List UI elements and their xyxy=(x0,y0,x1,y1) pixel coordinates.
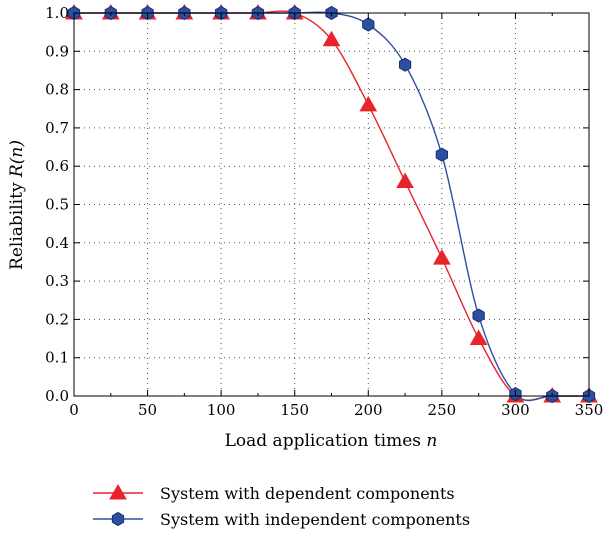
axis-ticks xyxy=(73,12,590,397)
y-tick-label: 1.0 xyxy=(45,4,69,22)
y-tick-label: 0.8 xyxy=(45,81,69,99)
y-axis-label: Reliability R(n) xyxy=(7,140,27,270)
series-1-point xyxy=(359,95,378,112)
x-tick-label: 100 xyxy=(207,401,236,419)
series-1-point xyxy=(396,172,414,189)
series-2-point xyxy=(435,147,448,162)
series-1-point xyxy=(469,329,488,346)
series-2-point xyxy=(472,308,485,323)
legend-label-2: System with independent components xyxy=(160,510,470,529)
y-tick-label: 0.2 xyxy=(45,310,69,328)
y-tick-label: 0.0 xyxy=(45,387,69,405)
series-1-point xyxy=(432,249,451,265)
x-tick-label: 350 xyxy=(575,401,604,419)
x-tick-label: 300 xyxy=(501,401,530,419)
legend-marker-2 xyxy=(111,511,125,527)
x-tick-label: 250 xyxy=(428,401,457,419)
tick-labels: 0 50 100 150 200 250 300 350 0.0 0.1 0.2 0.3 0.4 0.5 0… xyxy=(45,4,603,419)
x-axis-label: Load application times n xyxy=(225,431,438,451)
y-tick-label: 0.6 xyxy=(45,157,69,175)
y-tick-label: 0.5 xyxy=(45,196,69,214)
legend-marker-1 xyxy=(109,483,127,500)
series-2-point xyxy=(398,57,412,72)
legend: System with dependent components System w… xyxy=(93,483,470,529)
y-tick-label: 0.9 xyxy=(45,42,69,60)
x-tick-label: 0 xyxy=(69,401,79,419)
y-tick-label: 0.3 xyxy=(45,272,69,290)
y-tick-label: 0.1 xyxy=(45,349,69,367)
plot-area xyxy=(74,13,589,396)
x-tick-label: 200 xyxy=(354,401,383,419)
series-2-point xyxy=(362,17,375,32)
x-tick-label: 50 xyxy=(138,401,157,419)
x-tick-label: 150 xyxy=(280,401,309,419)
series-1-point xyxy=(322,30,341,47)
y-tick-label: 0.7 xyxy=(45,119,69,137)
y-tick-label: 0.4 xyxy=(45,234,69,252)
legend-label-1: System with dependent components xyxy=(160,484,455,503)
grid-lines xyxy=(74,13,589,396)
